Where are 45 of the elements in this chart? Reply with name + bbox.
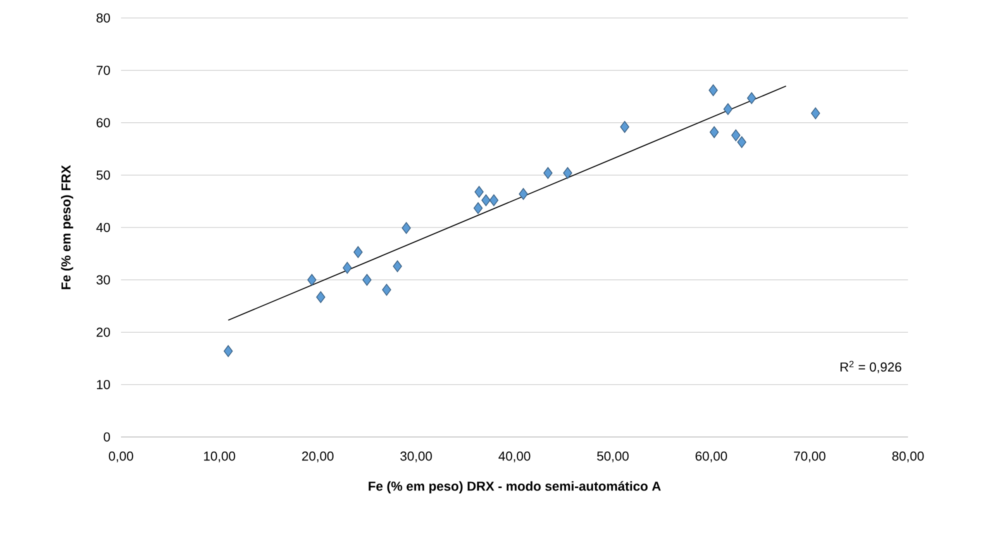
y-tick-label: 40 bbox=[96, 222, 110, 232]
point bbox=[316, 291, 326, 304]
y-tick-label: 10 bbox=[97, 380, 110, 390]
y-tick-label: 50 bbox=[96, 170, 110, 180]
point bbox=[342, 262, 352, 274]
point bbox=[489, 194, 498, 206]
point bbox=[737, 136, 746, 148]
y-tick-label: 0 bbox=[104, 432, 110, 442]
x-axis-title: Fe (% em peso) DRX - modo semi-automático A bbox=[368, 481, 661, 494]
point bbox=[811, 107, 820, 120]
point bbox=[708, 84, 718, 96]
x-tick-label: 40,00 bbox=[498, 452, 530, 462]
point bbox=[392, 260, 402, 272]
point bbox=[382, 284, 392, 296]
x-tick-label: 10,00 bbox=[204, 452, 236, 462]
x-tick-label: 60,00 bbox=[696, 452, 728, 462]
y-axis-title: Fe (% em peso) FRX bbox=[61, 165, 74, 290]
point bbox=[224, 345, 233, 357]
point bbox=[474, 186, 484, 198]
y-tick-label: 60 bbox=[96, 118, 110, 128]
point bbox=[620, 121, 630, 133]
point bbox=[474, 202, 483, 214]
point bbox=[402, 222, 411, 234]
x-tick-label: 0,00 bbox=[108, 452, 134, 462]
x-tick-label: 70,00 bbox=[794, 452, 826, 462]
point bbox=[362, 274, 372, 286]
x-tick-label: 30,00 bbox=[400, 452, 432, 462]
point bbox=[563, 167, 572, 179]
point bbox=[481, 194, 491, 206]
point bbox=[723, 103, 732, 116]
y-tick-label: 20 bbox=[96, 328, 110, 337]
y-tick-label: 30 bbox=[96, 275, 110, 284]
point bbox=[354, 246, 363, 258]
point bbox=[518, 188, 528, 200]
point bbox=[731, 129, 740, 142]
y-tick-label: 70 bbox=[96, 66, 110, 75]
point bbox=[747, 92, 756, 104]
x-tick-label: 50,00 bbox=[597, 452, 629, 462]
point bbox=[710, 126, 719, 138]
x-tick-label: 80,00 bbox=[892, 452, 924, 462]
point bbox=[307, 274, 316, 286]
point bbox=[543, 167, 552, 179]
x-tick-label: 20,00 bbox=[302, 452, 334, 462]
y-tick-label: 80 bbox=[96, 13, 110, 23]
annotation: R$^{2}$ = 0,926 bbox=[840, 360, 902, 374]
